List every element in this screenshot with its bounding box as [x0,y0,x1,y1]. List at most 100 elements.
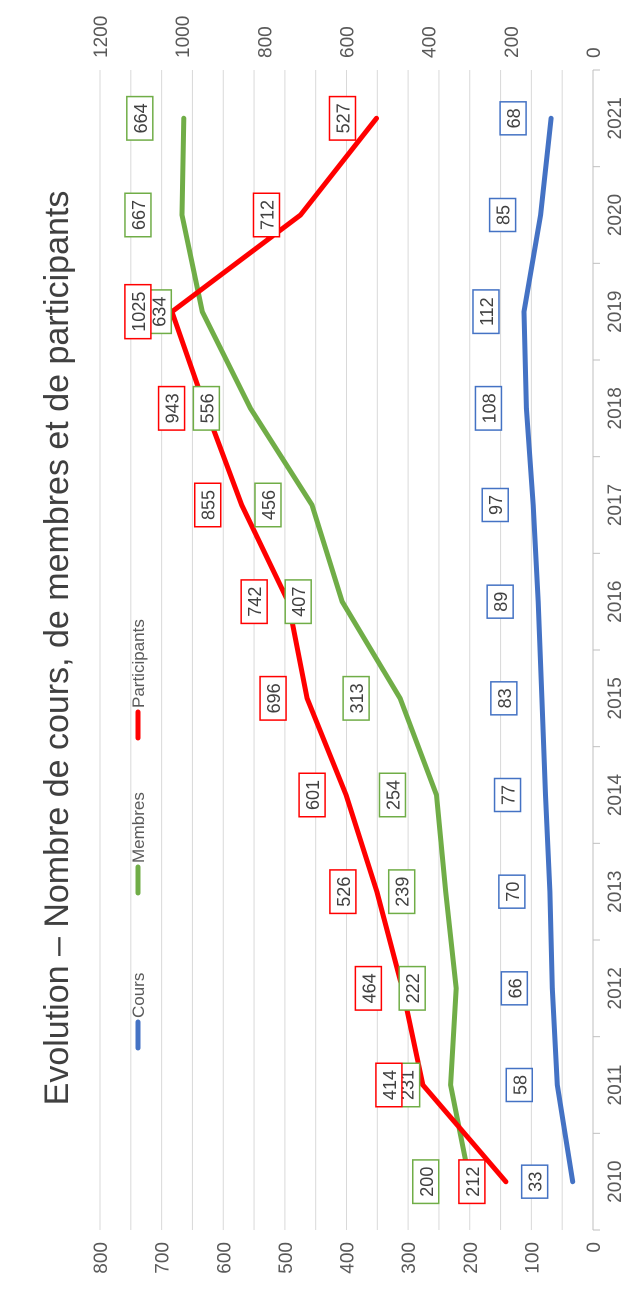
right-axis-tick-label: 200 [502,26,523,58]
data-label-membres: 667 [124,192,152,238]
data-label-membres: 222 [398,965,426,1011]
left-axis-tick-label: 200 [461,1242,482,1274]
data-label-membres: 407 [284,579,312,625]
data-label-text: 464 [359,973,379,1003]
data-label-box [252,192,281,238]
x-axis-tick-label: 2019 [605,291,626,333]
x-axis-tick-label: 2013 [605,871,626,913]
data-label-box [398,965,426,1011]
left-axis-tick-label: 400 [338,1242,359,1274]
data-label-cours: 97 [481,487,509,523]
data-label-box [412,1159,440,1205]
data-label-text: 97 [486,495,506,515]
right-axis-tick-label: 1000 [173,16,194,58]
data-label-cours: 89 [486,584,514,619]
data-label-participants: 696 [259,675,287,721]
right-axis-tick-label: 600 [338,26,359,58]
x-axis-tick-label: 2012 [605,967,626,1009]
data-label-membres: 664 [126,95,154,141]
data-label-participants: 527 [328,95,357,141]
data-label-box [124,192,152,238]
data-label-text: 527 [333,103,353,133]
data-label-text: 239 [393,877,413,907]
data-label-box [328,95,357,141]
data-label-box [254,482,282,528]
data-label-participants: 742 [240,579,268,625]
data-label-box [298,772,326,818]
data-label-participants: 1025 [124,283,152,340]
left-axis-tick-label: 0 [584,1242,605,1253]
data-label-box [490,681,518,716]
data-label-box [499,101,527,136]
right-axis-tick-label: 0 [584,47,605,58]
data-label-cours: 70 [498,874,526,909]
left-axis-tick-label: 500 [276,1242,297,1274]
data-label-box [124,283,152,340]
data-label-text: 254 [383,780,403,810]
data-label-text: 108 [479,393,499,423]
data-label-membres: 239 [387,869,416,915]
data-label-text: 70 [503,882,523,902]
x-axis-tick-label: 2010 [605,1161,626,1203]
data-label-text: 200 [417,1167,437,1197]
data-label-participants: 712 [252,192,281,238]
data-label-cours: 77 [493,777,522,813]
data-label-text: 696 [264,683,284,713]
data-label-box [354,965,383,1011]
data-label-text: 943 [163,393,183,423]
legend-item-participants: Participants [129,619,148,741]
data-label-cours: 83 [490,681,518,716]
data-label-text: 855 [199,490,219,520]
legend-item-membres: Membres [129,792,148,896]
data-label-participants: 464 [354,965,383,1011]
data-label-cours: 33 [520,1164,549,1199]
data-label-cours: 112 [472,289,500,335]
data-label-membres: 556 [192,385,221,431]
left-axis-tick-label: 300 [399,1242,420,1274]
data-label-membres: 456 [254,482,282,528]
left-axis-tick-label: 700 [153,1242,174,1274]
data-label-box [342,675,370,721]
data-label-box [472,289,500,335]
data-label-box [126,95,154,141]
x-axis-tick-label: 2017 [605,484,626,526]
data-label-box [474,385,503,431]
data-label-text: 33 [526,1172,546,1192]
data-label-box [259,675,287,721]
data-label-text: 58 [510,1075,530,1095]
legend-label: Participants [129,619,148,708]
data-label-cours: 68 [499,101,527,136]
data-label-box [387,869,416,915]
data-label-membres: 313 [342,675,370,721]
data-label-box [240,579,268,625]
data-label-participants: 601 [298,772,326,818]
data-label-text: 556 [197,393,217,423]
right-axis-tick-label: 1200 [91,16,112,58]
data-label-box [520,1164,549,1199]
data-label-box [488,197,517,233]
data-label-text: 712 [257,200,277,230]
data-label-cours: 66 [500,971,529,1006]
data-label-text: 667 [129,200,149,230]
data-label-box [498,874,526,909]
x-axis-tick-label: 2021 [605,97,626,139]
data-label-text: 601 [303,780,323,810]
data-label-text: 456 [259,490,279,520]
data-label-membres: 634 [144,289,173,335]
data-label-text: 1025 [129,292,149,332]
data-label-text: 77 [499,785,519,805]
data-label-box [329,869,357,915]
data-label-box [192,385,221,431]
data-label-text: 526 [334,877,354,907]
data-label-text: 414 [380,1070,400,1100]
x-axis-tick-label: 2020 [605,194,626,236]
legend-item-cours: Cours [129,973,148,1051]
data-label-box [505,1067,534,1103]
data-label-text: 212 [463,1167,483,1197]
x-axis-tick-label: 2015 [605,677,626,719]
data-label-membres: 254 [378,772,407,818]
data-label-text: 89 [491,592,511,612]
data-label-cours: 108 [474,385,503,431]
